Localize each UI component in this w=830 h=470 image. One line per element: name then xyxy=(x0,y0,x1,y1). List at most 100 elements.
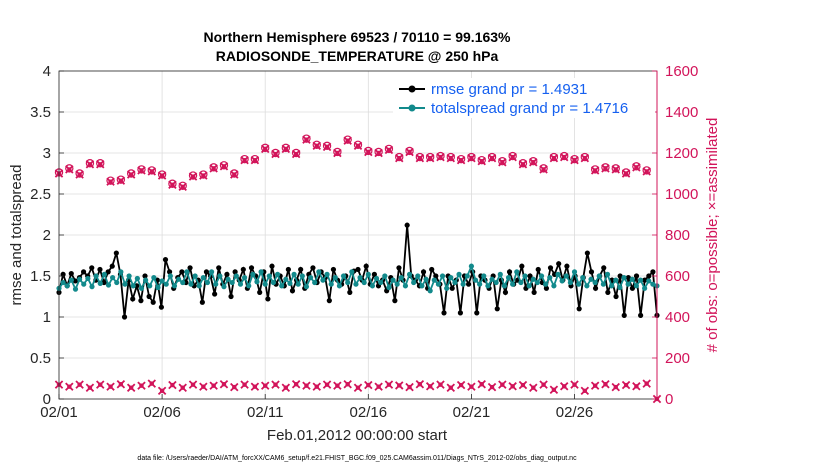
obs-assimilated-dot xyxy=(293,382,299,387)
totalspread-point xyxy=(439,273,446,279)
rmse-point xyxy=(625,275,631,281)
y-tick-label: 1 xyxy=(43,309,51,326)
totalspread-point xyxy=(163,281,169,287)
totalspread-point xyxy=(481,273,487,279)
totalspread-point xyxy=(543,281,549,287)
totalspread-point xyxy=(456,271,462,277)
obs-possible-point xyxy=(219,161,229,170)
obs-assimilated-dot xyxy=(345,382,350,387)
totalspread-point xyxy=(596,273,602,279)
totalspread-point xyxy=(514,269,520,275)
totalspread-point xyxy=(126,273,132,279)
obs-assimilated-dot xyxy=(159,173,165,178)
totalspread-point xyxy=(501,283,508,289)
obs-assimilated-dot xyxy=(211,166,216,171)
y2-tick-label: 1400 xyxy=(665,104,698,121)
totalspread-point xyxy=(105,282,112,288)
rmse-point xyxy=(330,266,337,273)
obs-possible-point xyxy=(384,144,394,154)
obs-possible-point xyxy=(85,159,95,168)
obs-possible-point xyxy=(250,154,260,164)
obs-possible-point xyxy=(168,179,177,188)
x-axis-label: Feb.01,2012 00:00:00 start xyxy=(267,427,448,444)
obs-assimilated-dot xyxy=(386,147,392,153)
obs-assimilated-dot xyxy=(582,155,588,161)
rmse-point xyxy=(97,266,103,273)
obs-possible-point xyxy=(209,163,218,172)
obs-assimilated-dot xyxy=(386,382,392,387)
obs-assimilated-dot xyxy=(572,157,577,163)
obs-assimilated-dot xyxy=(201,173,206,178)
totalspread-point xyxy=(609,283,615,289)
obs-possible-point xyxy=(498,156,507,166)
totalspread-point xyxy=(134,275,140,282)
obs-assimilated-dot xyxy=(479,382,484,387)
legend-box xyxy=(393,78,655,118)
totalspread-point xyxy=(411,279,417,286)
y-tick-label: 4 xyxy=(43,63,51,80)
totalspread-point xyxy=(617,284,623,291)
obs-assimilated-dot xyxy=(108,179,113,184)
obs-assimilated-dot xyxy=(118,382,124,387)
totalspread-point xyxy=(336,283,343,289)
rmse-point xyxy=(404,222,410,228)
obs-assimilated-dot xyxy=(634,165,639,170)
totalspread-point xyxy=(200,275,206,281)
obs-possible-point xyxy=(157,170,167,179)
totalspread-point xyxy=(613,277,619,283)
totalspread-point xyxy=(576,281,582,287)
rmse-point xyxy=(449,285,455,291)
rmse-point xyxy=(121,314,128,320)
x-tick-label: 02/16 xyxy=(350,404,388,421)
rmse-point xyxy=(187,265,193,271)
obs-possible-point xyxy=(302,134,311,143)
totalspread-point xyxy=(485,283,491,289)
rmse-point xyxy=(158,304,164,310)
obs-assimilated-dot xyxy=(603,382,608,387)
y2-tick-label: 600 xyxy=(665,268,690,285)
obs-assimilated-dot xyxy=(128,172,134,177)
rmse-point xyxy=(212,291,218,297)
totalspread-point xyxy=(143,277,149,283)
totalspread-point xyxy=(526,283,532,289)
y2-tick-label: 200 xyxy=(665,350,690,367)
rmse-point xyxy=(203,269,210,275)
totalspread-point xyxy=(555,271,561,277)
totalspread-point xyxy=(237,281,244,287)
totalspread-point xyxy=(283,276,289,282)
totalspread-point xyxy=(196,283,202,289)
obs-assimilated-dot xyxy=(221,164,227,169)
totalspread-point xyxy=(270,279,277,286)
totalspread-point xyxy=(551,283,557,289)
obs-possible-point xyxy=(188,171,198,180)
totalspread-point xyxy=(68,277,74,283)
y-tick-label: 2.5 xyxy=(30,186,51,203)
obs-possible-point xyxy=(281,143,291,153)
obs-assimilated-dot xyxy=(345,138,350,143)
obs-assimilated-dot xyxy=(108,384,113,389)
obs-assimilated-dot xyxy=(417,155,423,161)
totalspread-point xyxy=(427,288,433,294)
totalspread-point xyxy=(262,281,268,287)
y2-tick-label: 1200 xyxy=(665,145,698,162)
legend-spread-marker xyxy=(408,104,416,112)
y2-tick-label: 1000 xyxy=(665,186,698,203)
obs-possible-point xyxy=(549,152,559,162)
legend-spread-label: totalspread grand pr = 1.4716 xyxy=(431,100,628,117)
rmse-point xyxy=(228,293,234,300)
totalspread-point xyxy=(353,281,359,287)
totalspread-point xyxy=(510,281,516,287)
obs-assimilated-dot xyxy=(221,382,227,387)
x-axis-ticks: 02/01 02/06 02/11 02/16 02/21 02/26 xyxy=(40,394,593,421)
obs-assimilated-dot xyxy=(427,384,433,389)
obs-assimilated-dot xyxy=(355,385,361,390)
obs-assimilated-dot xyxy=(304,383,309,388)
rmse-point xyxy=(326,298,332,304)
obs-assimilated-dot xyxy=(324,144,330,150)
rmse-point xyxy=(248,265,255,271)
obs-possible-point xyxy=(230,169,239,178)
y-tick-label: 0 xyxy=(43,391,51,408)
y-axis-label: rmse and totalspread xyxy=(8,165,25,306)
obs-assimilated-dot xyxy=(77,382,82,387)
totalspread-point xyxy=(176,276,182,282)
